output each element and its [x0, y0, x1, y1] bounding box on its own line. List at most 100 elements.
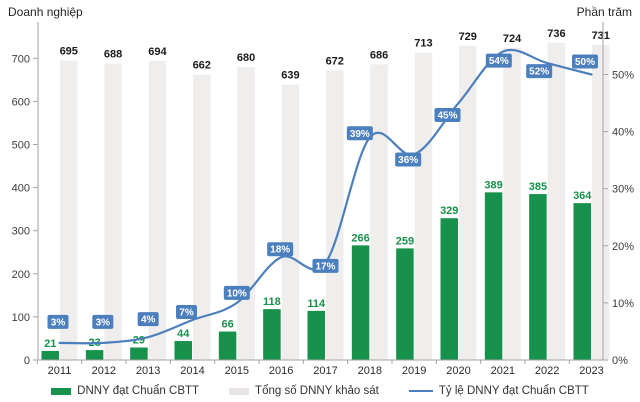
- achieved-bar: [529, 194, 547, 360]
- legend-label-ratio: Tỷ lệ DNNY đạt Chuẩn CBTT: [438, 385, 589, 397]
- achieved-bar: [130, 347, 148, 360]
- achieved-bar: [307, 310, 325, 360]
- left-axis-tick-label: 700: [12, 53, 30, 65]
- ratio-point-label: 36%: [398, 155, 418, 166]
- achieved-bar: [41, 350, 59, 360]
- achieved-bar-value: 259: [396, 235, 414, 247]
- right-axis-tick-label: 0%: [612, 355, 628, 367]
- right-axis-tick-label: 40%: [612, 127, 634, 139]
- total-bar-value: 672: [326, 55, 344, 67]
- total-bar: [104, 63, 122, 361]
- achieved-bar-value: 114: [307, 298, 326, 310]
- total-bar: [547, 42, 566, 361]
- legend-item-ratio: Tỷ lệ DNNY đạt Chuẩn CBTT: [408, 385, 589, 397]
- achieved-bar: [440, 218, 458, 360]
- achieved-bar-value: 44: [177, 328, 190, 340]
- total-bar: [325, 70, 344, 361]
- right-axis-title: Phần trăm: [576, 5, 632, 19]
- total-bar: [237, 66, 255, 361]
- total-bar-value: 694: [148, 46, 167, 58]
- ratio-point-label-box: [434, 108, 461, 123]
- x-axis-year-label: 2018: [358, 365, 382, 377]
- ratio-point-label: 7%: [179, 308, 194, 319]
- ratio-point-label: 3%: [51, 317, 66, 328]
- total-bar: [414, 52, 433, 361]
- x-axis-year-label: 2019: [402, 365, 426, 377]
- ratio-point-label-box: [267, 242, 294, 257]
- x-axis-year-label: 2016: [269, 365, 293, 377]
- blue-line-swatch-icon: [408, 390, 433, 392]
- ratio-point-label-box: [137, 312, 159, 327]
- total-bar-value: 680: [237, 52, 255, 64]
- left-axis-tick-label: 500: [12, 140, 30, 152]
- total-bar: [503, 47, 521, 361]
- right-axis-tick-label: 30%: [612, 184, 634, 196]
- achieved-bar: [573, 203, 591, 360]
- ratio-point-label: 45%: [437, 111, 457, 122]
- x-axis-year-label: 2020: [446, 365, 470, 377]
- achieved-bar: [85, 350, 104, 360]
- total-bar-value: 639: [281, 70, 299, 82]
- ratio-point-label: 39%: [350, 129, 370, 140]
- left-axis-title: Doanh nghiệp: [8, 5, 83, 19]
- right-axis-tick-label: 10%: [612, 298, 634, 310]
- achieved-bar: [396, 248, 414, 360]
- total-bar-value: 713: [414, 38, 432, 50]
- achieved-bar: [218, 331, 237, 360]
- total-bar: [192, 74, 211, 360]
- legend-label-achieved: DNNY đạt Chuẩn CBTT: [77, 385, 200, 397]
- x-axis-year-label: 2014: [180, 365, 204, 377]
- ratio-point-label: 52%: [529, 67, 549, 78]
- left-axis-tick-label: 400: [12, 183, 30, 195]
- x-axis-year-label: 2011: [48, 365, 72, 377]
- achieved-bar: [484, 192, 503, 360]
- x-axis-year-label: 2023: [579, 365, 603, 377]
- total-bar-value: 736: [547, 28, 565, 40]
- right-axis-tick-label: 50%: [612, 70, 634, 82]
- legend-item-achieved: DNNY đạt Chuẩn CBTT: [51, 385, 199, 397]
- achieved-bar-value: 389: [484, 179, 502, 191]
- total-bar-value: 695: [60, 45, 78, 57]
- ratio-point-label: 54%: [489, 56, 509, 67]
- legend: DNNY đạt Chuẩn CBTT Tổng số DNNY khảo sá…: [0, 381, 640, 401]
- ratio-point-label-box: [485, 53, 512, 68]
- total-bar: [60, 60, 78, 361]
- ratio-point-label-box: [175, 305, 197, 320]
- x-axis-year-label: 2022: [535, 365, 559, 377]
- x-axis-year-label: 2017: [313, 365, 337, 377]
- total-bar-value: 729: [459, 31, 477, 43]
- ratio-point-label: 4%: [141, 315, 156, 326]
- ratio-point-label: 10%: [227, 288, 247, 299]
- total-bar-value: 688: [104, 48, 122, 60]
- ratio-point-label-box: [47, 314, 69, 329]
- left-axis-tick-label: 300: [12, 226, 30, 238]
- total-bar: [148, 60, 167, 361]
- achieved-bar-value: 364: [573, 190, 592, 202]
- total-bar-value: 686: [370, 49, 388, 61]
- total-bar: [458, 45, 477, 361]
- achieved-bar: [174, 341, 192, 360]
- achieved-bar: [263, 309, 281, 360]
- total-bar-value: 662: [193, 60, 211, 72]
- achieved-bar-value: 21: [44, 338, 56, 350]
- left-axis-tick-label: 100: [12, 312, 30, 324]
- total-bar-value: 724: [503, 33, 522, 45]
- achieved-bar-value: 66: [221, 319, 233, 331]
- ratio-point-label-box: [526, 64, 553, 79]
- ratio-point-label-box: [571, 54, 598, 69]
- x-axis-year-label: 2012: [92, 365, 116, 377]
- ratio-point-label-box: [223, 285, 250, 300]
- ratio-line: [58, 48, 593, 345]
- ratio-point-label: 17%: [315, 261, 335, 272]
- left-axis-tick-label: 0: [24, 355, 30, 367]
- achieved-bar: [351, 245, 370, 360]
- achieved-bar-value: 329: [440, 205, 458, 217]
- ratio-point-label-box: [312, 258, 339, 273]
- x-axis-year-label: 2013: [136, 365, 160, 377]
- ratio-point-label: 50%: [575, 57, 595, 68]
- green-bar-swatch-icon: [51, 387, 72, 395]
- legend-label-total: Tổng số DNNY khảo sát: [255, 385, 379, 397]
- x-axis-year-label: 2021: [491, 365, 515, 377]
